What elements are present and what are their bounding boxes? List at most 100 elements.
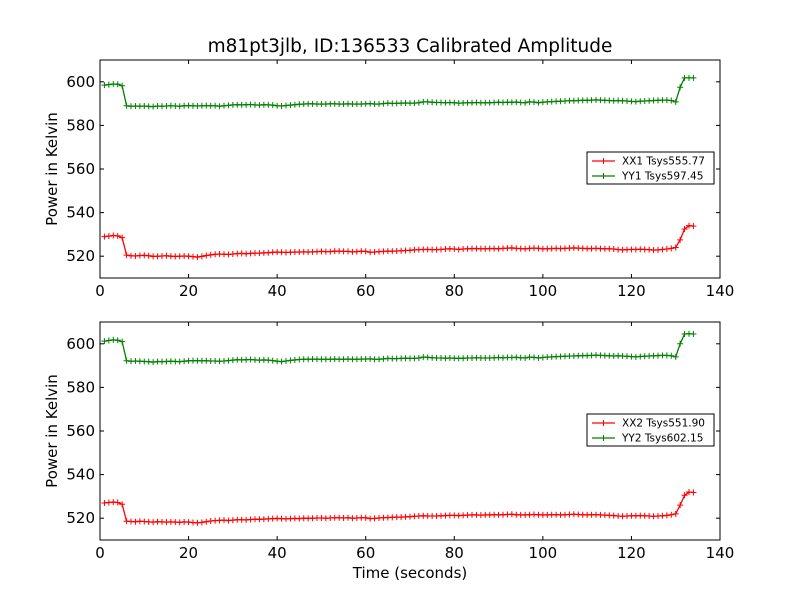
data-point [610,246,617,253]
data-point [269,102,276,109]
data-point [105,81,112,88]
data-point [114,499,121,506]
data-point [194,254,201,261]
legend: XX2 Tsys551.90 YY2 Tsys602.15 [586,413,715,447]
data-point [668,245,675,252]
data-point [677,84,684,91]
y-tick-label: 520 [66,509,95,527]
x-tick-label: 60 [356,544,375,562]
y-tick-label: 540 [66,204,95,222]
y-tick-label: 600 [66,73,95,91]
data-point [677,236,684,243]
data-point [522,99,529,106]
data-point [203,518,210,525]
data-point [105,337,112,344]
x-tick-label: 100 [529,544,558,562]
data-point [690,489,697,496]
data-point [663,246,670,253]
data-point [690,223,697,230]
data-point [663,512,670,519]
legend-marker [600,420,607,426]
x-tick-label: 40 [268,544,287,562]
legend-box [586,151,715,185]
y-axis-label: Power in Kelvin [43,112,61,226]
data-point [203,252,210,259]
legend-label: XX2 Tsys551.90 [622,418,705,430]
legend-label: YY1 Tsys597.45 [621,171,703,183]
data-point [145,252,152,259]
data-point [668,97,675,104]
y-tick-label: 580 [66,116,95,134]
data-point [522,354,529,361]
y-tick-label: 560 [66,160,95,178]
x-tick-label: 60 [356,282,375,300]
data-point [690,330,697,337]
data-point [681,492,688,499]
data-point [278,358,285,365]
data-point [114,81,121,88]
data-point [101,338,108,345]
x-tick-label: 140 [706,282,735,300]
legend-label: YY2 Tsys602.15 [621,433,703,445]
data-point [198,519,205,526]
x-axis-label: Time (seconds) [352,564,468,582]
legend-marker [600,173,607,179]
data-point [415,99,422,106]
x-tick-label: 80 [445,544,464,562]
data-point [114,337,121,344]
data-point [668,511,675,518]
x-tick-label: 0 [95,282,105,300]
data-point [207,251,214,258]
x-tick-label: 120 [617,544,646,562]
chart-title: m81pt3jlb, ID:136533 Calibrated Amplitud… [208,36,613,57]
y-tick-label: 540 [66,466,95,484]
x-tick-label: 0 [95,544,105,562]
y-tick-label: 560 [66,422,95,440]
data-point [681,225,688,232]
data-point [672,353,679,360]
data-point [668,352,675,359]
data-point [123,252,130,259]
data-point [269,357,276,364]
x-tick-label: 20 [179,282,198,300]
data-point [690,74,697,81]
x-tick-label: 120 [617,282,646,300]
y-tick-label: 580 [66,378,95,396]
x-tick-label: 140 [706,544,735,562]
data-point [531,99,537,106]
y-axis-label: Power in Kelvin [43,374,61,488]
data-point [150,359,157,366]
data-point [119,82,126,89]
data-point [672,510,679,517]
data-point [362,514,369,521]
data-point [283,358,289,365]
legend-marker [600,435,607,441]
legend-label: XX1 Tsys555.77 [622,156,705,168]
data-point [677,502,684,509]
data-point [198,253,205,260]
data-point [150,103,157,110]
data-point [119,234,126,241]
data-point [119,501,126,508]
data-point [415,354,422,361]
legend-marker [600,158,607,164]
x-tick-label: 80 [445,282,464,300]
chart-panel-1: 0 20 40 60 80 100 120 140 520 540 560 580 600 Power i… [43,59,735,300]
legend: XX1 Tsys555.77 YY1 Tsys597.45 [586,151,715,185]
data-point [114,232,121,239]
data-point [119,338,126,345]
data-point [672,98,679,105]
x-tick-label: 100 [529,282,558,300]
x-tick-label: 40 [268,282,287,300]
data-point [677,340,684,347]
data-point [531,354,537,361]
legend-box [586,413,715,447]
y-tick-label: 520 [66,247,95,265]
data-point [362,248,369,255]
data-point [672,244,679,251]
x-tick-label: 20 [179,544,198,562]
data-point [105,233,112,240]
chart-panel-2: 0 20 40 60 80 100 120 140 520 540 560 580 600 Power i… [43,321,735,562]
y-tick-label: 600 [66,335,95,353]
